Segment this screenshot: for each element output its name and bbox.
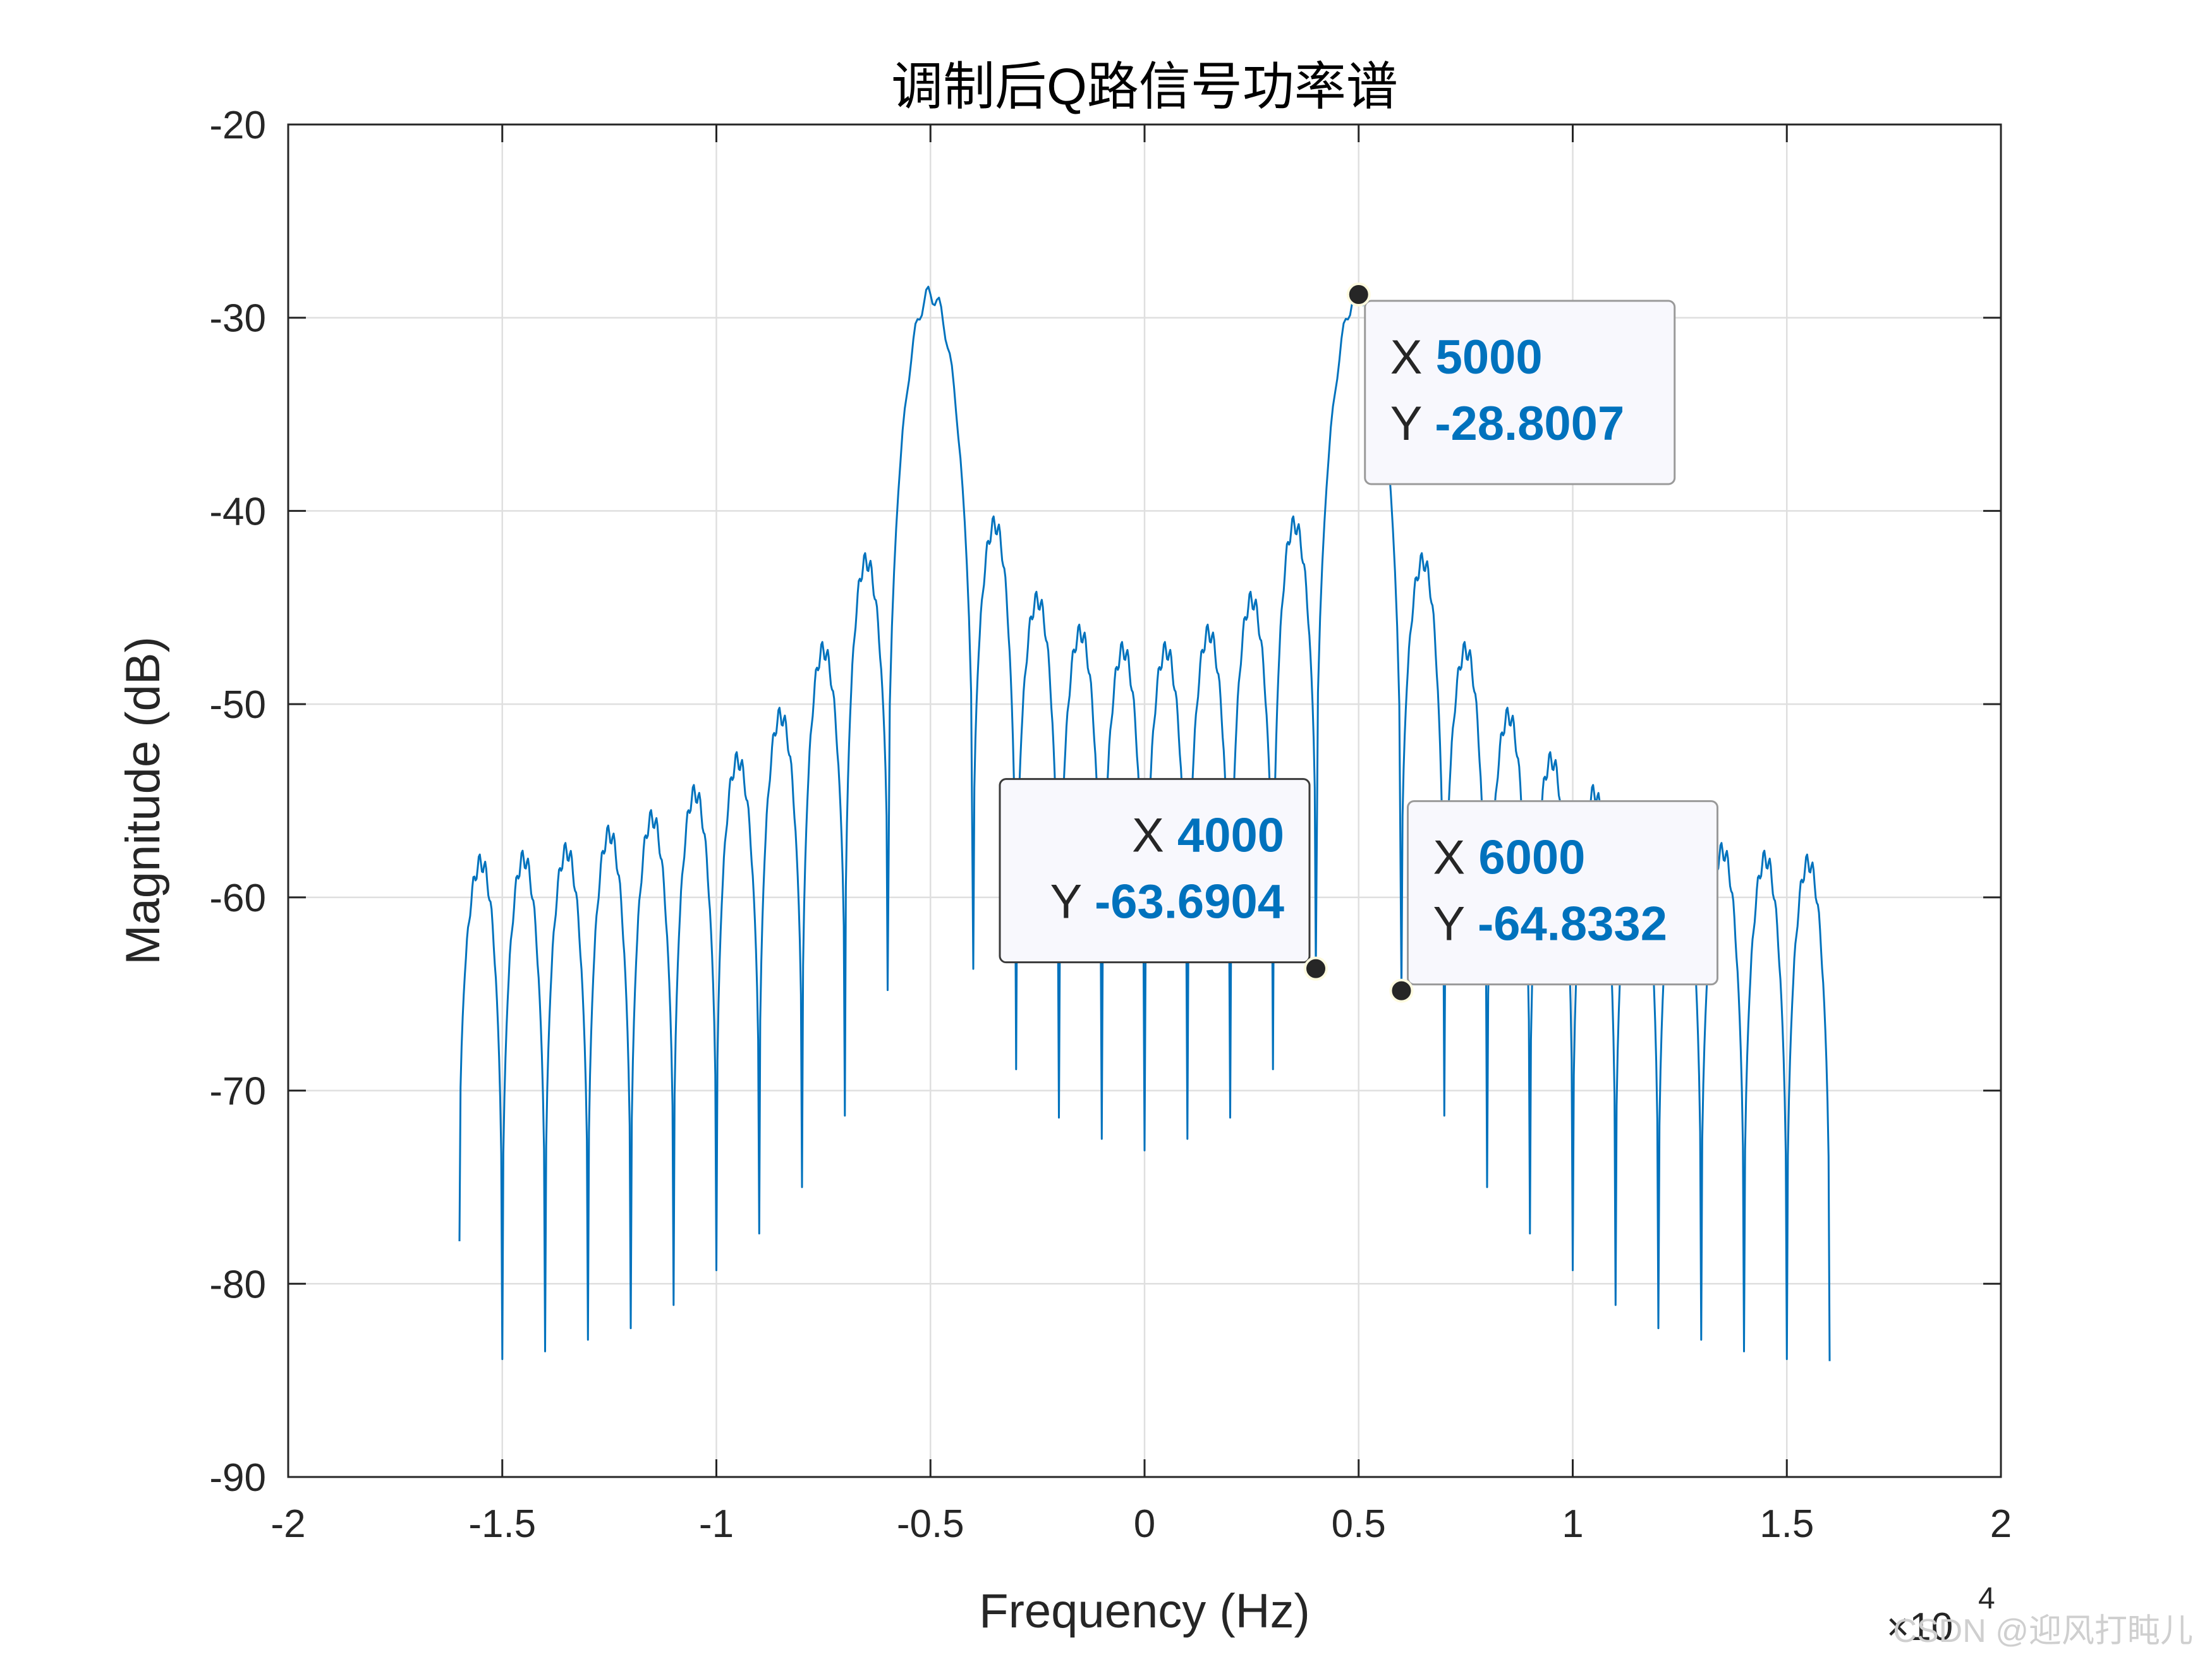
y-tick-label: -60 [209,877,266,920]
series-line [458,286,1831,1361]
datatip-y-value: -63.6904 [1095,875,1284,929]
tick-labels: -2 -1.5 -1 -0.5 0 0.5 1 1.5 2 -20 -30 -40 -50 -60 -70 -… [209,104,2012,1546]
y-tick-label: -90 [209,1456,266,1500]
datatip[interactable]: X 4000 Y -63.6904 [999,778,1328,981]
datatip-x-label: X [1433,831,1479,885]
datatip-x-value: 4000 [1177,809,1284,863]
datatip-x-value: 5000 [1436,331,1543,384]
x-tick-label: 1.5 [1759,1502,1814,1546]
datatip-marker[interactable] [1389,978,1414,1003]
datatip-x-label: X [1390,331,1436,384]
x-exponent-power: 4 [1978,1582,1995,1615]
datatip-y-row: Y -64.8332 [1433,897,1667,951]
datatip-y-row: Y -28.8007 [1390,397,1624,451]
x-tick-label: -2 [270,1502,305,1546]
datatip-box [999,778,1311,964]
power-spectrum-line [458,286,1831,1361]
x-tick-label: -1.5 [468,1502,536,1546]
datatip-x-row: X 5000 [1390,331,1543,384]
y-tick-label: -70 [209,1070,266,1114]
y-tick-label: -80 [209,1263,266,1306]
chart-title: 调制后Q路信号功率谱 [891,58,1398,116]
datatip-y-value: -64.8332 [1478,897,1667,951]
y-tick-label: -40 [209,490,266,533]
datatip-x-label: X [1132,809,1177,863]
datatip-y-label: Y [1433,897,1478,951]
watermark: CSDN @迎风打盹儿 [1893,1613,2193,1650]
x-exponent-label: ×10 [1887,1605,1953,1649]
datatip-marker[interactable] [1304,956,1328,981]
datatip-box [1364,300,1676,485]
datatip-x-row: X 4000 [1132,809,1284,863]
datatip-y-label: Y [1050,875,1095,929]
y-tick-label: -20 [209,104,266,147]
x-tick-label: 1 [1562,1502,1583,1546]
datatip-marker[interactable] [1346,283,1371,307]
datatip-box [1407,800,1718,986]
axis-ticks [287,123,2002,1478]
x-tick-label: -0.5 [897,1502,964,1546]
datatip-x-row: X 6000 [1433,831,1586,885]
y-axis-title: Magnitude (dB) [116,636,170,965]
x-axis-title: Frequency (Hz) [979,1584,1310,1638]
x-tick-label: 0.5 [1332,1502,1386,1546]
y-tick-label: -30 [209,297,266,341]
datatip-y-row: Y -63.6904 [1050,875,1284,929]
datatip-y-value: -28.8007 [1435,397,1624,451]
datatip-y-label: Y [1390,397,1435,451]
datatip-x-value: 6000 [1478,831,1585,885]
x-tick-label: 2 [1990,1502,2012,1546]
x-tick-label: -1 [699,1502,734,1546]
x-tick-label: 0 [1134,1502,1155,1546]
y-tick-label: -50 [209,683,266,727]
